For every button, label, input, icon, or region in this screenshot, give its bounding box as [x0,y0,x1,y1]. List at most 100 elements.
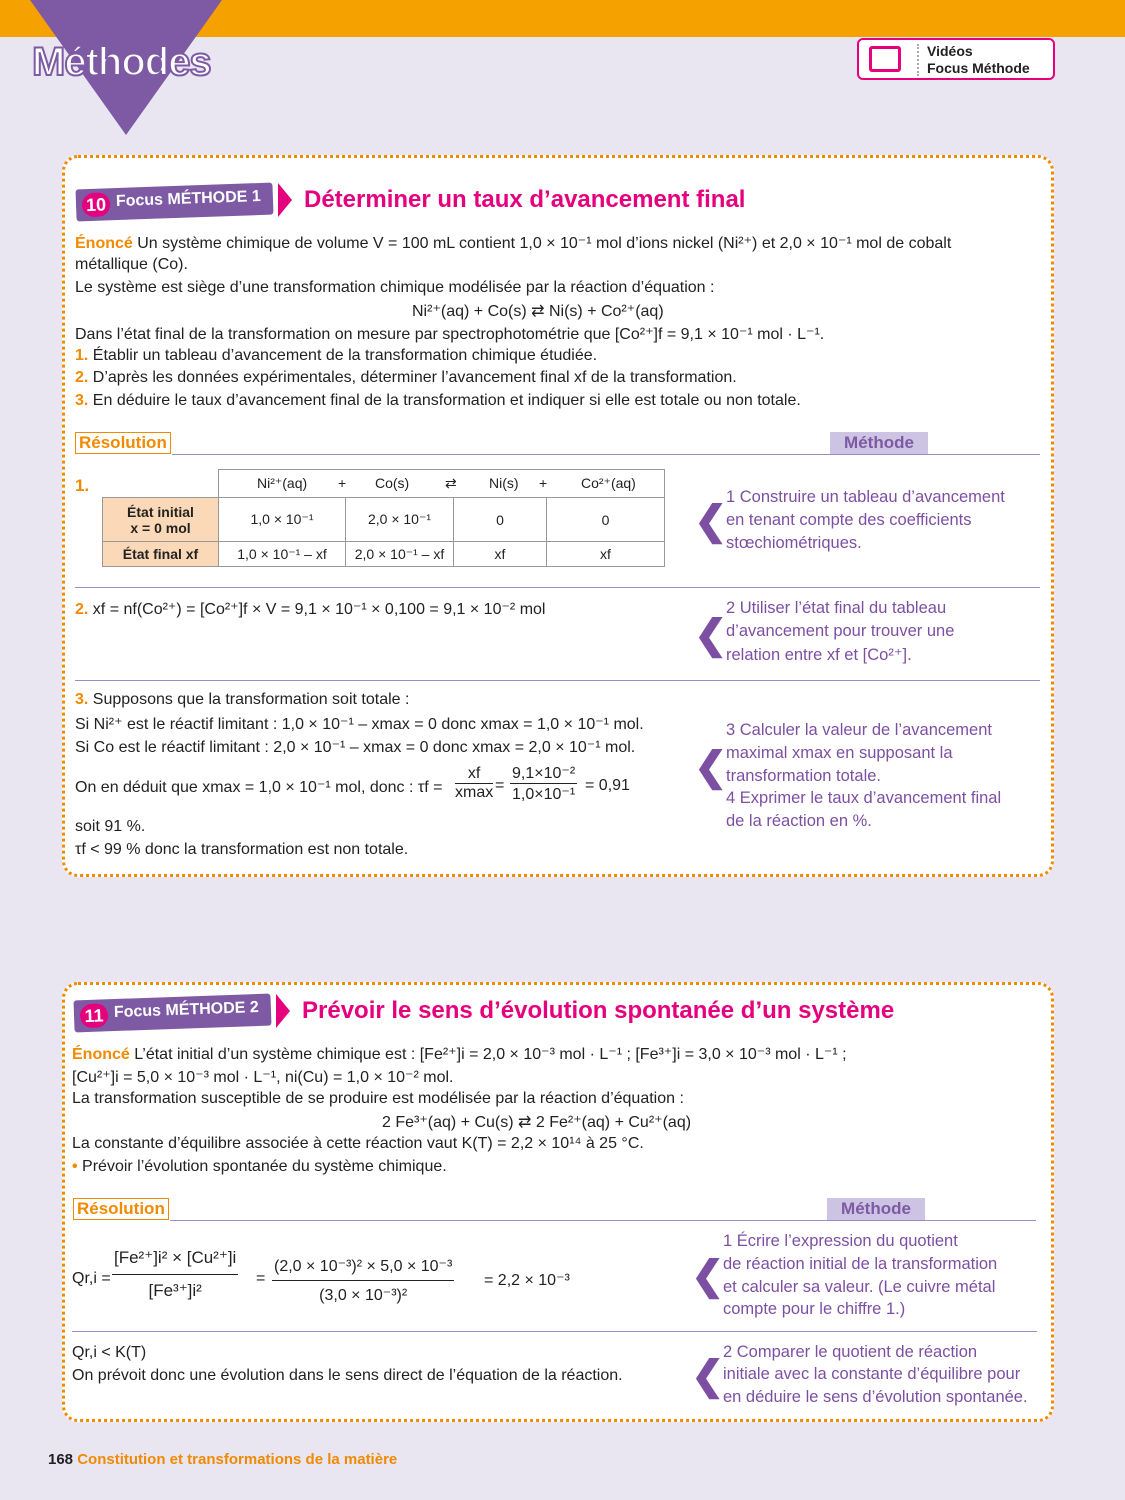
bullet-text: Prévoir l’évolution spontanée du système… [82,1158,447,1175]
bullet-item: • Prévoir l’évolution spontanée du systè… [72,1158,447,1175]
enonce-text: Un système chimique de volume V = 100 mL… [137,235,952,252]
card-title: Déterminer un taux d’avancement final [304,186,746,213]
method-step: et calculer sa valeur. (Le cuivre métal [723,1278,996,1296]
answer-text: xf = nf(Co²⁺) = [Co²⁺]f × V = 9,1 × 10⁻¹… [92,601,546,618]
method-step: maximal xmax en supposant la [726,744,953,762]
quotient-result: = 2,2 × 10⁻³ [484,1272,570,1289]
table-cell: 2,0 × 10⁻¹ [345,497,454,542]
chevron-left-icon: ❮ [694,745,728,789]
method-step: stœchiométriques. [726,534,862,552]
videos-label: Vidéos [927,43,973,59]
touch-screen-icon [869,46,901,72]
card-title: Prévoir le sens d’évolution spontanée d’… [302,997,895,1024]
divider [75,587,1040,588]
enonce-text: Dans l’état final de la transformation o… [75,326,825,343]
question-text: En déduire le taux d’avancement final de… [92,392,801,409]
enonce-text: L’état initial d’un système chimique est… [134,1046,847,1063]
method-step: 4 Exprimer le taux d’avancement final [726,789,1002,807]
videos-label-2: Focus Méthode [927,60,1030,76]
badge-label: Focus MÉTHODE 1 [115,187,262,211]
question-number: 2. [75,369,89,386]
answer-2: 2. xf = nf(Co²⁺) = [Co²⁺]f × V = 9,1 × 1… [75,599,545,619]
enonce-line: Énoncé L’état initial d’un système chimi… [72,1044,847,1064]
species: Co(s) [375,475,410,491]
chevron-left-icon: ❮ [694,613,728,657]
page-number: 168 [48,1451,74,1468]
answer-text: τf < 99 % donc la transformation est non… [75,841,409,858]
question: 1. Établir un tableau d’avancement de la… [75,347,597,365]
method-step: en déduire le sens d’évolution spontanée… [723,1388,1028,1406]
chevron-left-icon: ❮ [694,499,728,543]
species: Ni²⁺(aq) [257,475,308,491]
enonce-label: Énoncé [72,1046,130,1063]
method-step: 1 Écrire l’expression du quotient [723,1232,958,1250]
question: 2. D’après les données expérimentales, d… [75,369,737,387]
species: Ni(s) [489,475,519,491]
videos-focus-methode-button[interactable]: Vidéos Focus Méthode [857,38,1055,80]
table-cell: xf [453,541,547,567]
method-step: compte pour le chiffre 1.) [723,1300,906,1318]
answer-number: 3. [75,691,89,708]
question-text: D’après les données expérimentales, déte… [92,369,737,386]
row-label: État initial x = 0 mol [102,497,219,542]
method-step: relation entre xf et [Co²⁺]. [726,646,912,664]
table-cell: 0 [453,497,547,542]
method-step: transformation totale. [726,767,881,785]
reaction-equation: Ni²⁺(aq) + Co(s) ⇄ Ni(s) + Co²⁺(aq) [412,303,664,320]
badge-label: Focus MÉTHODE 2 [113,998,260,1022]
method-step: 1 Construire un tableau d’avancement [726,488,1005,506]
enonce-text: métallique (Co). [75,256,188,273]
table-cell: 1,0 × 10⁻¹ [218,497,346,542]
table-header: Ni²⁺(aq) + Co(s) ⇄ Ni(s) + Co²⁺(aq) [218,469,665,498]
method-step: 2 Utiliser l’état final du tableau [726,599,947,617]
conclusion-text: Qr,i < K(T) [72,1344,147,1361]
quotient-label: Qr,i = [72,1270,111,1287]
answer-number: 1. [75,476,90,495]
enonce-text: [Cu²⁺]i = 5,0 × 10⁻³ mol · L⁻¹, ni(Cu) =… [72,1069,454,1086]
resolution-label: Résolution [73,1198,169,1220]
chapter-title: Constitution et transformations de la ma… [77,1451,398,1468]
divider [72,1331,1037,1332]
chevron-left-icon: ❮ [691,1254,725,1298]
table-row: État initial x = 0 mol 1,0 × 10⁻¹ 2,0 × 10… [102,497,665,542]
arrow-icon [276,994,290,1028]
fraction: (2,0 × 10⁻³)² × 5,0 × 10⁻³ (3,0 × 10⁻³)² [272,1258,455,1304]
badge-number: 11 [79,1003,109,1029]
answer-text: On en déduit que xmax = 1,0 × 10⁻¹ mol, … [75,779,443,796]
table-cell: 0 [546,497,665,542]
answer-number: 2. [75,601,89,618]
enonce-text: La transformation susceptible de se prod… [72,1090,684,1107]
methode-tab: Méthode [830,432,928,454]
enonce-label: Énoncé [75,235,133,252]
question: 3. En déduire le taux d’avancement final… [75,392,801,410]
equals: = [495,777,505,794]
methode-tab: Méthode [827,1198,925,1220]
method-step: de réaction initial de la transformation [723,1255,998,1273]
plus: + [338,475,347,491]
divider [917,44,919,76]
method-step: 3 Calculer la valeur de l’avancement [726,721,992,739]
answer-text: Supposons que la transformation soit tot… [92,691,410,708]
enonce-text: Le système est siège d’une transformatio… [75,279,715,296]
species: Co²⁺(aq) [581,475,636,491]
divider [170,1220,1036,1221]
table-row: État final xf 1,0 × 10⁻¹ – xf 2,0 × 10⁻¹ … [102,541,665,567]
equals: = [256,1270,266,1287]
arrow-icon [278,183,292,217]
answer-result: = 0,91 [585,777,630,794]
answer-text: soit 91 %. [75,818,146,835]
resolution-label: Résolution [75,432,171,454]
chevron-left-icon: ❮ [691,1354,725,1398]
method-step: 2 Comparer le quotient de réaction [723,1343,978,1361]
equilibrium-arrow: ⇄ [445,475,457,491]
method-step: en tenant compte des coefficients [726,511,972,529]
table-cell: xf [546,541,665,567]
table-cell: 1,0 × 10⁻¹ – xf [218,541,346,567]
question-text: Établir un tableau d’avancement de la tr… [92,347,598,364]
fraction: 9,1×10⁻² 1,0×10⁻¹ [510,765,578,803]
question-number: 1. [75,347,89,364]
answer-text: Si Ni²⁺ est le réactif limitant : 1,0 × … [75,716,644,733]
divider [172,454,1040,455]
footer: 168 Constitution et transformations de l… [48,1451,397,1468]
plus: + [539,475,548,491]
